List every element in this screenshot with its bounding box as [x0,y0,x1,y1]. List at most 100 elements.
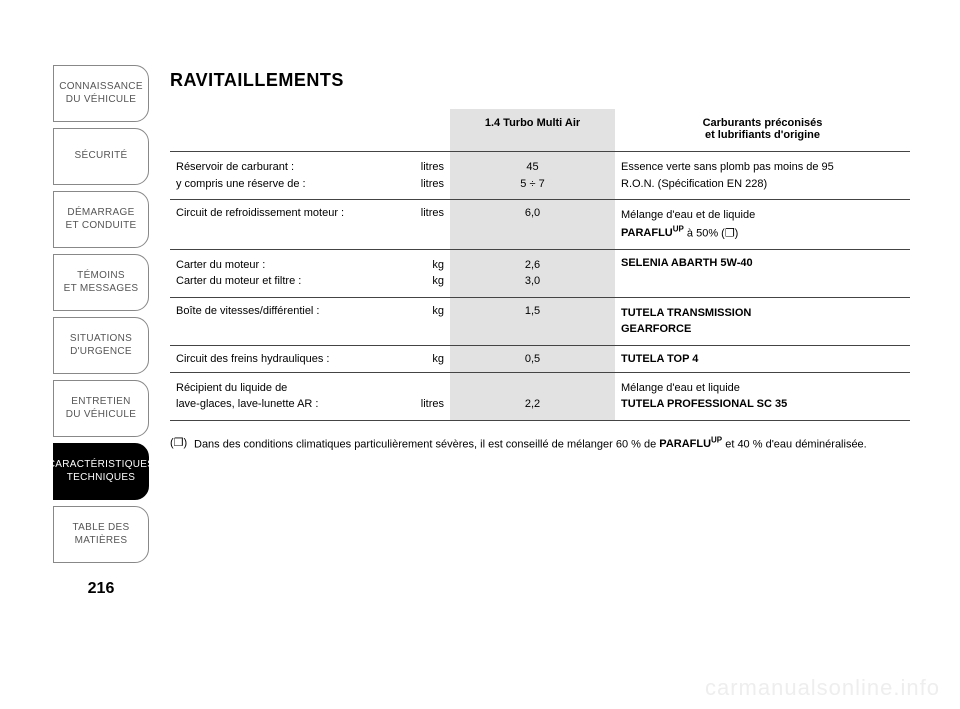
tab-connaissance[interactable]: CONNAISSANCEDU VÉHICULE [53,65,149,122]
lub-l1-bold: SELENIA ABARTH 5W-40 [621,257,753,269]
desc-l1: Récipient du liquide de [176,382,287,394]
footnote-symbol: (❒) [170,435,194,453]
cell-lubricant: SELENIA ABARTH 5W-40 [615,249,910,297]
unit-l1: litres [421,161,444,173]
cell-desc: Récipient du liquide de lave-glaces, lav… [170,372,404,420]
table-row: Réservoir de carburant : y compris une r… [170,152,910,200]
cell-desc: Carter du moteur : Carter du moteur et f… [170,249,404,297]
note-sup: UP [711,436,722,445]
tab-label: CONNAISSANCEDU VÉHICULE [59,81,143,106]
val-l2: 3,0 [525,275,540,287]
val-l1: 6,0 [525,207,540,219]
unit-l1: kg [432,305,444,317]
cell-desc: Circuit des freins hydrauliques : [170,345,404,372]
footnote: (❒) Dans des conditions climatiques part… [170,435,910,453]
lub-l2-sup: UP [673,225,684,234]
lub-l1: Mélange d'eau et de liquide [621,209,755,221]
desc-l1: Boîte de vitesses/différentiel : [176,305,320,317]
tab-entretien[interactable]: ENTRETIENDU VÉHICULE [53,380,149,437]
footnote-text: Dans des conditions climatiques particul… [194,435,910,453]
desc-l2: lave-glaces, lave-lunette AR : [176,398,318,410]
tab-label: DÉMARRAGEET CONDUITE [66,207,137,232]
desc-l1: Carter du moteur : [176,259,265,271]
cell-unit: kg [404,297,450,345]
col-header-lubricants: Carburants préconisés et lubrifiants d'o… [615,109,910,152]
val-l1: 45 [526,161,538,173]
manual-page: CONNAISSANCEDU VÉHICULE SÉCURITÉ DÉMARRA… [0,0,960,709]
table-row: Récipient du liquide de lave-glaces, lav… [170,372,910,420]
table-row: Circuit des freins hydrauliques : kg 0,5… [170,345,910,372]
desc-l2: y compris une réserve de : [176,178,306,190]
note-pre: Dans des conditions climatiques particul… [194,438,659,450]
table-row: Boîte de vitesses/différentiel : kg 1,5 … [170,297,910,345]
col-header-l1: Carburants préconisés [703,117,823,129]
val-l1: 2,6 [525,259,540,271]
cell-desc: Boîte de vitesses/différentiel : [170,297,404,345]
cell-value: 2,2 [450,372,615,420]
lub-l1: Essence verte sans plomb pas moins de 95 [621,161,834,173]
col-header-engine: 1.4 Turbo Multi Air [450,109,615,152]
lub-l2-post: à 50% (❒) [684,227,739,239]
lub-l2-bold: GEARFORCE [621,323,691,335]
tab-label: TÉMOINSET MESSAGES [64,270,139,295]
spec-table: 1.4 Turbo Multi Air Carburants préconisé… [170,109,910,421]
cell-desc: Réservoir de carburant : y compris une r… [170,152,404,200]
tab-caracteristiques[interactable]: CARACTÉRISTIQUESTECHNIQUES [53,443,149,500]
table-row: Carter du moteur : Carter du moteur et f… [170,249,910,297]
lub-l1: Mélange d'eau et liquide [621,382,740,394]
tab-situations[interactable]: SITUATIONSD'URGENCE [53,317,149,374]
desc-l2: Carter du moteur et filtre : [176,275,301,287]
col-header-l2: et lubrifiants d'origine [705,129,820,141]
tab-temoins[interactable]: TÉMOINSET MESSAGES [53,254,149,311]
unit-l1: kg [432,353,444,365]
val-l1: 0,5 [525,353,540,365]
note-post: et 40 % d'eau déminéralisée. [722,438,867,450]
lub-l2: R.O.N. (Spécification EN 228) [621,178,767,190]
val-l2: 5 ÷ 7 [520,178,544,190]
tab-securite[interactable]: SÉCURITÉ [53,128,149,185]
tab-label: TABLE DESMATIÈRES [73,522,130,547]
note-bold: PARAFLU [659,438,711,450]
cell-lubricant: TUTELA TRANSMISSION GEARFORCE [615,297,910,345]
cell-unit: litres litres [404,152,450,200]
watermark: carmanualsonline.info [705,675,940,701]
content-area: RAVITAILLEMENTS 1.4 Turbo Multi Air Carb… [170,70,910,453]
unit-l2: litres [421,178,444,190]
val-l2: 2,2 [525,398,540,410]
unit-l2: kg [432,275,444,287]
table-header-row: 1.4 Turbo Multi Air Carburants préconisé… [170,109,910,152]
table-row: Circuit de refroidissement moteur : litr… [170,200,910,250]
tab-label: ENTRETIENDU VÉHICULE [66,396,137,421]
page-number: 216 [53,580,149,598]
col-header-empty [170,109,450,152]
cell-unit: litres [404,372,450,420]
sidebar-nav: CONNAISSANCEDU VÉHICULE SÉCURITÉ DÉMARRA… [53,65,149,569]
unit-l1: litres [421,207,444,219]
tab-label: SÉCURITÉ [75,150,128,163]
cell-value: 2,6 3,0 [450,249,615,297]
unit-l2: litres [421,398,444,410]
cell-unit: litres [404,200,450,250]
lub-l2-bold: TUTELA PROFESSIONAL SC 35 [621,398,787,410]
cell-unit: kg kg [404,249,450,297]
cell-value: 45 5 ÷ 7 [450,152,615,200]
unit-l1: kg [432,259,444,271]
lub-l2-pre: PARAFLU [621,227,673,239]
cell-lubricant: Mélange d'eau et de liquide PARAFLUUP à … [615,200,910,250]
cell-lubricant: TUTELA TOP 4 [615,345,910,372]
cell-lubricant: Essence verte sans plomb pas moins de 95… [615,152,910,200]
cell-unit: kg [404,345,450,372]
page-title: RAVITAILLEMENTS [170,70,910,91]
tab-demarrage[interactable]: DÉMARRAGEET CONDUITE [53,191,149,248]
desc-l1: Circuit de refroidissement moteur : [176,207,344,219]
desc-l1: Réservoir de carburant : [176,161,294,173]
tab-label: CARACTÉRISTIQUESTECHNIQUES [48,459,154,484]
desc-l1: Circuit des freins hydrauliques : [176,353,329,365]
tab-table-matieres[interactable]: TABLE DESMATIÈRES [53,506,149,563]
tab-label: SITUATIONSD'URGENCE [70,333,132,358]
lub-l1-bold: TUTELA TRANSMISSION [621,307,751,319]
cell-desc: Circuit de refroidissement moteur : [170,200,404,250]
lub-l1-bold: TUTELA TOP 4 [621,353,698,365]
cell-value: 0,5 [450,345,615,372]
cell-lubricant: Mélange d'eau et liquide TUTELA PROFESSI… [615,372,910,420]
